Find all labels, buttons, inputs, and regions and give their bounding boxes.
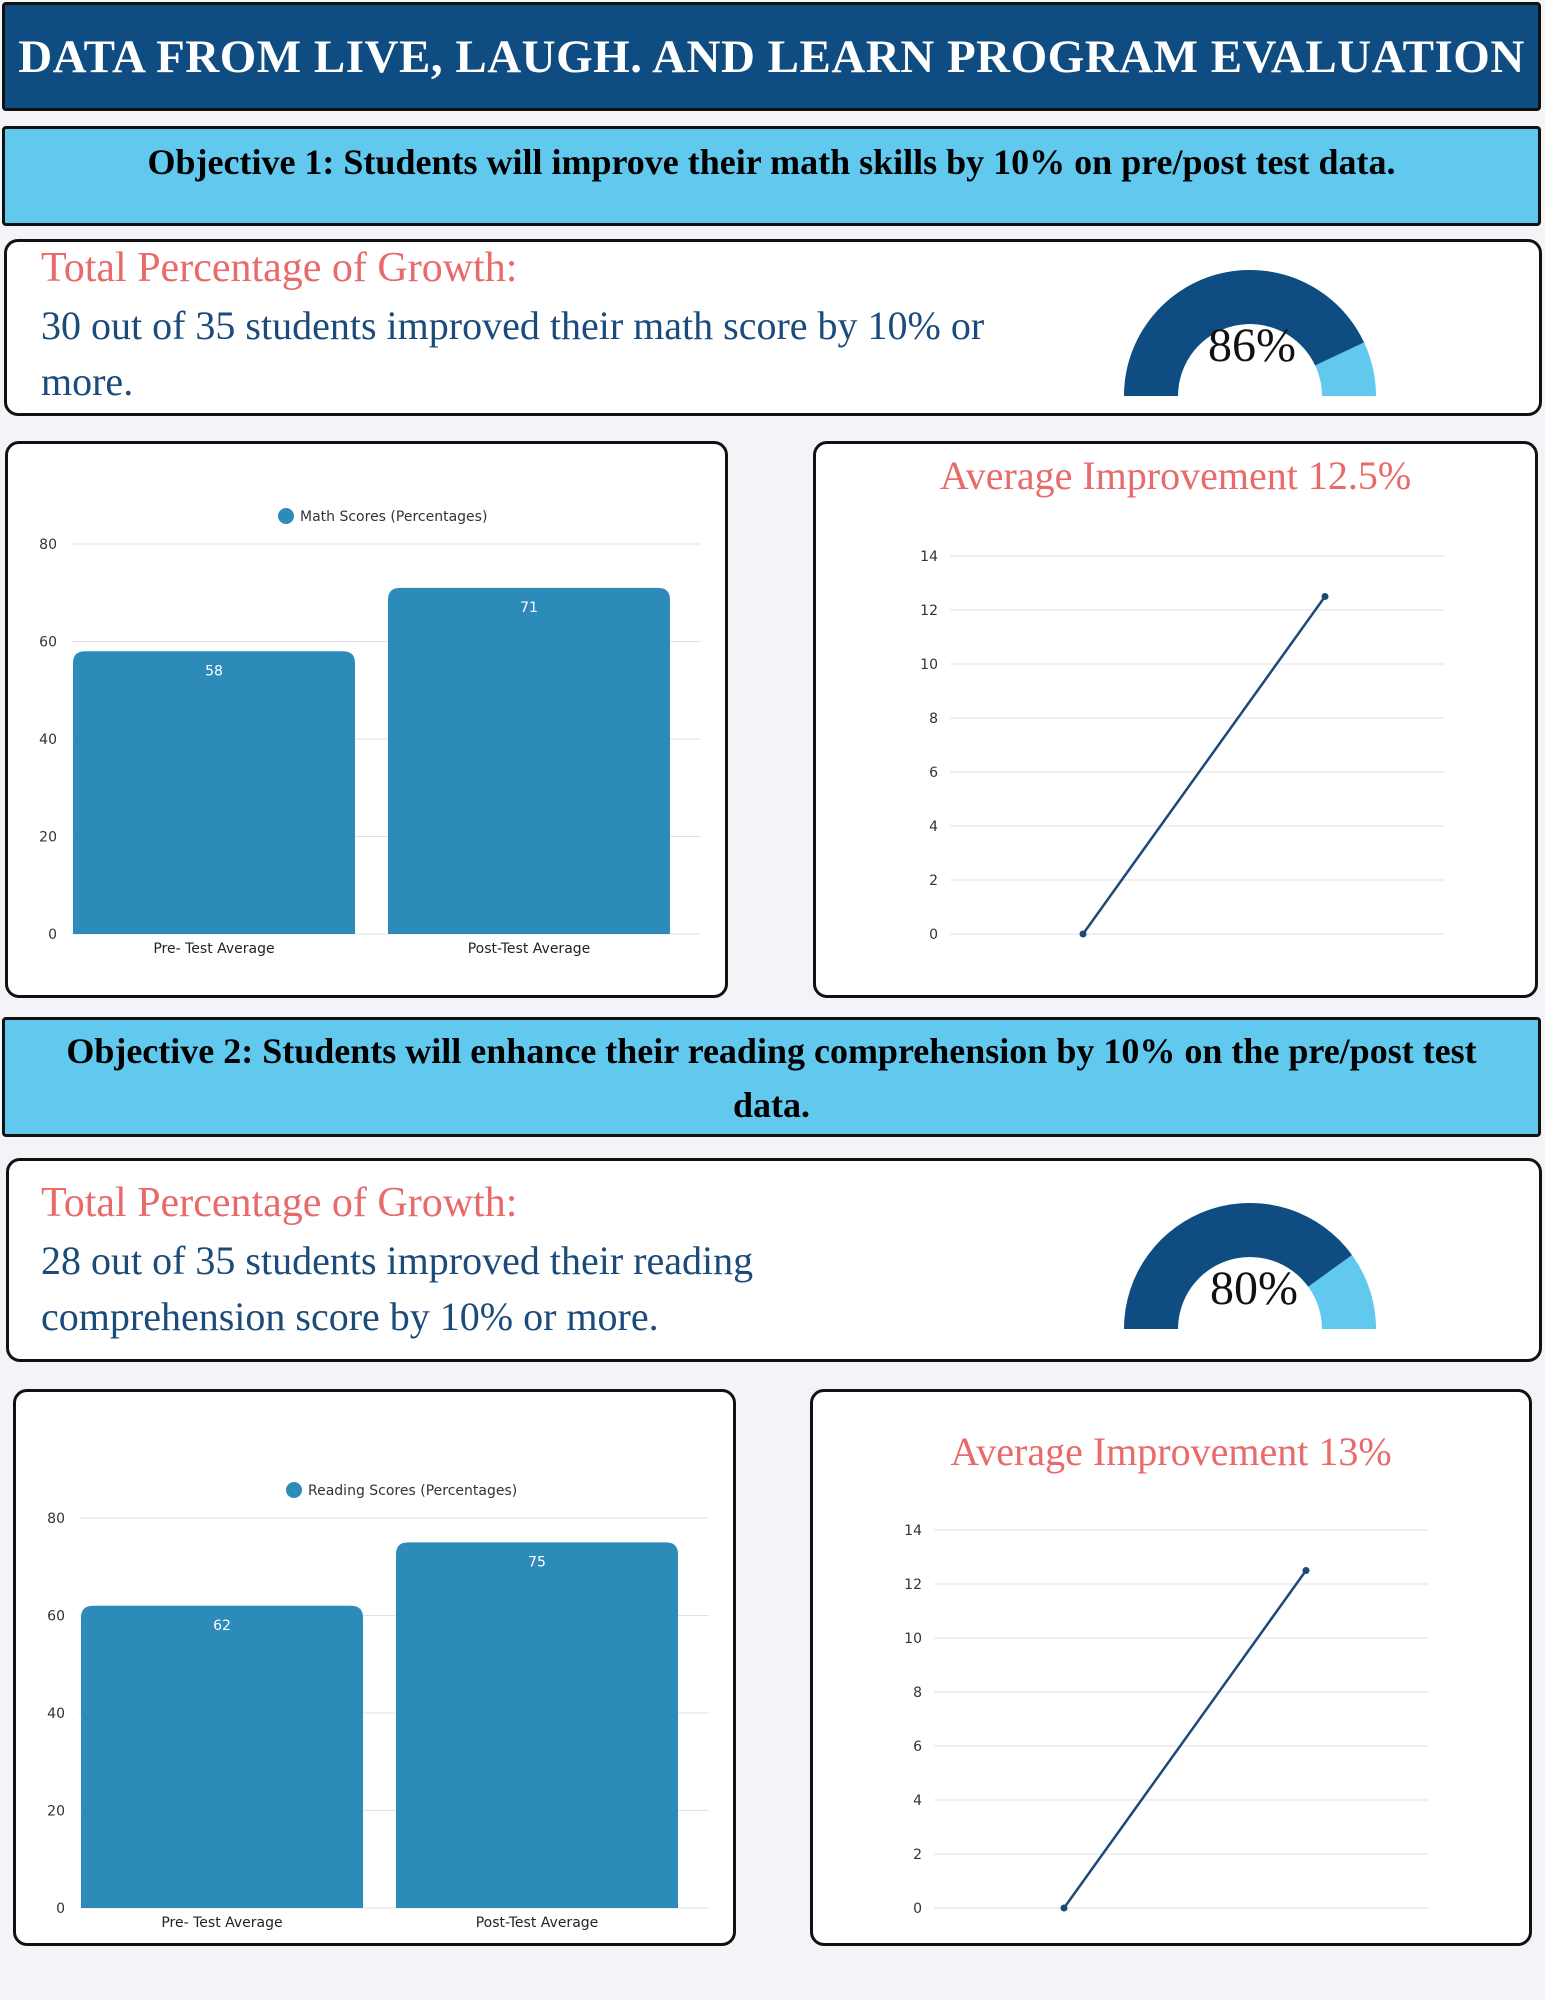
y-tick-label: 4 bbox=[929, 819, 938, 835]
gauge-1-label: 86% bbox=[1208, 319, 1296, 372]
avg-improvement-title-2: Average Improvement 13% bbox=[950, 1429, 1392, 1474]
growth-text-2: 28 out of 35 students improved their rea… bbox=[41, 1238, 754, 1339]
objective-2-banner: Objective 2: Students will enhance their… bbox=[2, 1017, 1541, 1137]
y-tick-label: 60 bbox=[39, 635, 57, 651]
gauge-2-label: 80% bbox=[1210, 1262, 1298, 1315]
y-tick-label: 60 bbox=[47, 1609, 65, 1625]
math-bar-chart: Math Scores (Percentages) 0 20 40 60 80 58 Pre-… bbox=[39, 508, 701, 957]
y-tick-label: 80 bbox=[47, 1511, 65, 1527]
y-tick-label: 0 bbox=[929, 927, 938, 943]
math-line-chart: 0 2 4 6 8 10 12 14 bbox=[920, 549, 1445, 943]
y-tick-label: 10 bbox=[904, 1631, 922, 1647]
objective-2-text: Objective 2: Students will enhance their… bbox=[66, 1031, 1477, 1125]
bar-value-label: 58 bbox=[205, 663, 223, 679]
bar bbox=[388, 587, 670, 934]
data-point bbox=[1302, 1567, 1310, 1574]
x-tick-label: Pre- Test Average bbox=[161, 1915, 282, 1931]
bar bbox=[81, 1605, 363, 1908]
growth-title-1: Total Percentage of Growth: bbox=[41, 245, 518, 291]
reading-bar-card: Reading Scores (Percentages) 0 20 40 60 80 62 P… bbox=[13, 1389, 736, 1946]
y-tick-label: 0 bbox=[48, 927, 57, 943]
bar-value-label: 71 bbox=[520, 600, 538, 616]
x-tick-label: Post-Test Average bbox=[468, 941, 591, 957]
growth-title-2: Total Percentage of Growth: bbox=[41, 1180, 518, 1226]
y-tick-label: 14 bbox=[920, 549, 938, 565]
series-line bbox=[1062, 1569, 1308, 1909]
y-tick-label: 10 bbox=[920, 657, 938, 673]
data-point bbox=[1060, 1904, 1068, 1912]
y-tick-label: 40 bbox=[39, 732, 57, 748]
y-tick-label: 14 bbox=[904, 1523, 922, 1539]
growth-card-1: Total Percentage of Growth: 30 out of 35… bbox=[4, 239, 1542, 416]
y-tick-label: 80 bbox=[39, 537, 57, 553]
y-tick-label: 20 bbox=[47, 1804, 65, 1820]
legend-label: Math Scores (Percentages) bbox=[300, 509, 487, 525]
y-tick-label: 0 bbox=[913, 1901, 922, 1917]
reading-line-card: Average Improvement 13% 0 2 4 6 8 10 12 14 bbox=[810, 1389, 1532, 1946]
objective-1-text: Objective 1: Students will improve their… bbox=[147, 142, 1396, 182]
y-tick-label: 8 bbox=[929, 711, 938, 727]
x-tick-label: Post-Test Average bbox=[476, 1915, 599, 1931]
y-tick-label: 2 bbox=[929, 873, 938, 889]
y-tick-label: 20 bbox=[39, 830, 57, 846]
y-tick-label: 8 bbox=[913, 1685, 922, 1701]
page-title: DATA FROM LIVE, LAUGH. AND LEARN PROGRAM… bbox=[2, 2, 1541, 111]
y-tick-label: 0 bbox=[56, 1901, 65, 1917]
y-tick-label: 40 bbox=[47, 1706, 65, 1722]
objective-1-banner: Objective 1: Students will improve their… bbox=[2, 126, 1541, 226]
avg-improvement-title-1: Average Improvement 12.5% bbox=[939, 453, 1412, 498]
legend-marker bbox=[286, 1482, 302, 1498]
y-tick-label: 12 bbox=[920, 603, 938, 619]
gauge-1 bbox=[1124, 270, 1376, 396]
legend-label: Reading Scores (Percentages) bbox=[308, 1483, 517, 1499]
bar-value-label: 62 bbox=[213, 1618, 231, 1634]
y-tick-label: 6 bbox=[913, 1739, 922, 1755]
growth-card-2: Total Percentage of Growth: 28 out of 35… bbox=[6, 1158, 1542, 1362]
bar bbox=[396, 1542, 678, 1908]
reading-bar-chart: Reading Scores (Percentages) 0 20 40 60 80 62 P… bbox=[47, 1482, 709, 1931]
gauge-1-fill bbox=[1124, 270, 1365, 396]
reading-line-chart: 0 2 4 6 8 10 12 14 bbox=[904, 1523, 1429, 1917]
data-point bbox=[1079, 930, 1087, 938]
gauge-2 bbox=[1124, 1203, 1376, 1329]
y-tick-label: 12 bbox=[904, 1577, 922, 1593]
math-bar-card: Math Scores (Percentages) 0 20 40 60 80 58 Pre-… bbox=[5, 441, 728, 998]
series-line bbox=[1081, 595, 1327, 935]
y-tick-label: 2 bbox=[913, 1847, 922, 1863]
data-point bbox=[1321, 593, 1329, 600]
bar bbox=[73, 651, 355, 934]
y-tick-label: 6 bbox=[929, 765, 938, 781]
bar-value-label: 75 bbox=[528, 1554, 546, 1570]
gauge-2-fill bbox=[1124, 1203, 1352, 1329]
x-tick-label: Pre- Test Average bbox=[153, 941, 274, 957]
math-line-card: Average Improvement 12.5% 0 2 4 6 8 10 12 14 bbox=[813, 441, 1538, 998]
growth-text-1: 30 out of 35 students improved their mat… bbox=[41, 303, 985, 404]
y-tick-label: 4 bbox=[913, 1793, 922, 1809]
legend-marker bbox=[278, 508, 294, 524]
